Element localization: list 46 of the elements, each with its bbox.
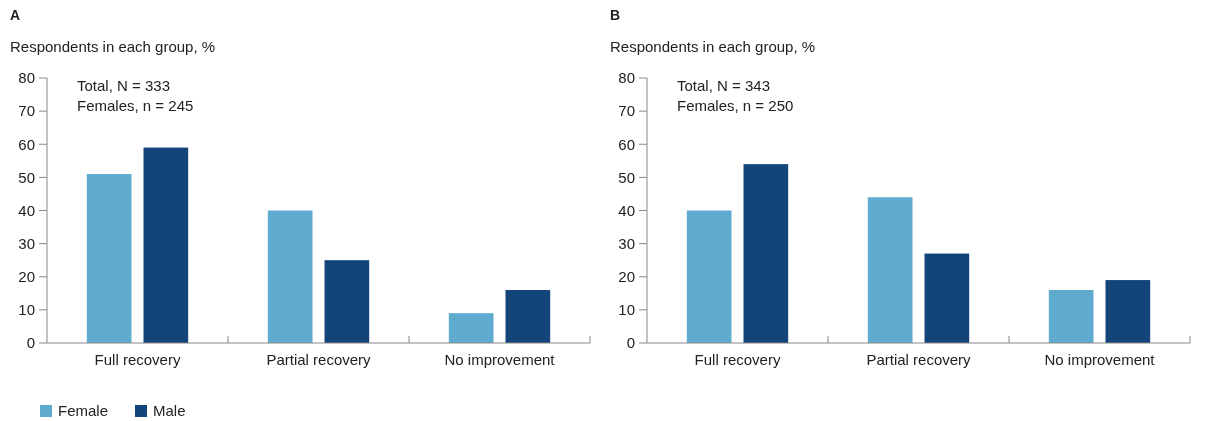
- y-tick-label: 60: [18, 135, 35, 153]
- y-tick-label: 20: [618, 268, 635, 285]
- y-tick-label: 80: [618, 69, 635, 87]
- y-axis-title: Respondents in each group, %: [610, 38, 816, 55]
- bar: [867, 197, 913, 343]
- annotation: Total, N = 343: [677, 77, 770, 94]
- bar: [267, 210, 313, 343]
- y-tick-label: 10: [618, 301, 635, 319]
- bar: [505, 290, 551, 343]
- y-tick-label: 20: [18, 268, 35, 285]
- bar: [686, 210, 732, 343]
- annotation: Total, N = 333: [77, 77, 170, 94]
- y-tick-label: 30: [618, 234, 635, 252]
- y-tick-label: 40: [18, 201, 35, 219]
- y-tick-label: 50: [618, 168, 635, 186]
- bar: [743, 164, 789, 343]
- x-tick-label: Full recovery: [94, 351, 181, 368]
- bar: [143, 147, 189, 343]
- legend-label: Female: [58, 402, 109, 419]
- annotation: Females, n = 245: [77, 97, 194, 114]
- x-tick-label: No improvement: [444, 351, 556, 368]
- bar: [448, 313, 494, 343]
- y-tick-label: 60: [618, 135, 635, 153]
- bar: [1105, 280, 1151, 343]
- x-tick-label: Partial recovery: [266, 351, 372, 368]
- y-tick-label: 0: [626, 334, 635, 352]
- bar: [924, 253, 970, 343]
- y-tick-label: 10: [18, 301, 35, 319]
- x-tick-label: Full recovery: [694, 351, 781, 368]
- x-tick-label: No improvement: [1044, 351, 1156, 368]
- chart-title: B: [610, 7, 621, 23]
- x-tick-label: Partial recovery: [866, 351, 972, 368]
- legend-label: Male: [153, 402, 186, 419]
- bar: [1048, 290, 1094, 343]
- y-axis-title: Respondents in each group, %: [10, 38, 216, 55]
- y-tick-label: 70: [18, 102, 35, 120]
- y-tick-label: 30: [18, 234, 35, 252]
- annotation: Females, n = 250: [677, 97, 794, 114]
- y-tick-label: 50: [18, 168, 35, 186]
- bar: [324, 260, 370, 343]
- bar: [86, 174, 132, 343]
- y-tick-label: 0: [26, 334, 35, 352]
- y-tick-label: 80: [18, 69, 35, 87]
- y-tick-label: 40: [618, 201, 635, 219]
- y-tick-label: 70: [618, 102, 635, 120]
- chart-title: A: [10, 7, 21, 23]
